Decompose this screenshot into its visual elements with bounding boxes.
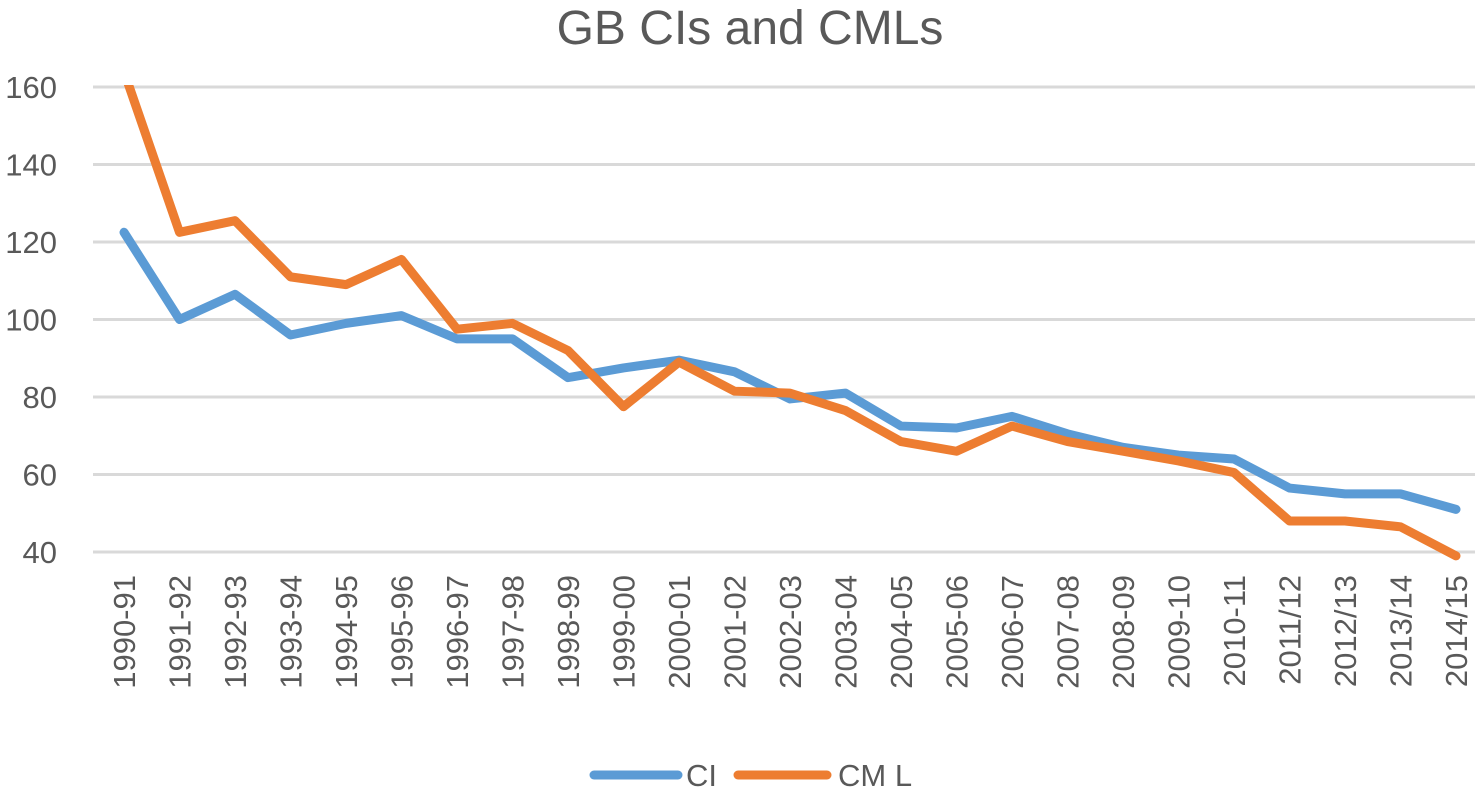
x-tick-label: 2009-10 [1162, 575, 1197, 689]
x-tick-label: 1994-95 [329, 575, 364, 689]
x-tick-label: 2007-08 [1051, 575, 1086, 689]
series-lines [119, 85, 1461, 561]
x-tick-label: 2001-02 [718, 575, 753, 689]
series-line-ci [119, 227, 1461, 514]
chart-title: GB CIs and CMLs [557, 2, 944, 55]
x-tick-label: 1992-93 [218, 575, 253, 689]
x-tick-label: 1996-97 [440, 575, 475, 689]
x-tick-label: 1998-99 [551, 575, 586, 689]
x-tick-label: 2014/15 [1439, 575, 1474, 687]
x-tick-label: 2006-07 [995, 575, 1030, 689]
x-tick-label: 1990-91 [107, 575, 142, 689]
y-tick-label: 80 [23, 380, 57, 415]
x-tick-label: 1999-00 [607, 575, 642, 689]
x-tick-label: 2003-04 [829, 575, 864, 689]
x-tick-label: 2002-03 [773, 575, 808, 689]
x-tick-label: 2011/12 [1273, 575, 1308, 685]
y-tick-label: 60 [23, 458, 57, 493]
x-tick-label: 1993-94 [274, 575, 309, 689]
x-tick-label: 2005-06 [940, 575, 975, 689]
x-tick-label: 1995-96 [385, 575, 420, 689]
y-tick-label: 100 [5, 303, 57, 338]
legend: CI CM L [589, 758, 912, 789]
x-tick-label: 2004-05 [884, 575, 919, 689]
legend-label-ci: CI [686, 758, 717, 789]
x-tick-label: 2010-11 [1217, 575, 1252, 686]
series-line-cml [123, 85, 1461, 561]
y-tick-label: 40 [23, 535, 57, 570]
x-tick-label: 2008-09 [1106, 575, 1141, 689]
x-tick-label: 1991-92 [163, 575, 198, 689]
y-tick-label: 140 [5, 148, 57, 183]
gridlines [93, 85, 1475, 554]
x-tick-label: 1997-98 [496, 575, 531, 689]
x-tick-label: 2013/14 [1384, 575, 1419, 687]
x-tick-label: 2012/13 [1328, 575, 1363, 687]
x-axis-tick-labels: 1990-91 1991-92 1992-93 1993-94 1994-95 1995-… [107, 575, 1474, 689]
x-tick-label: 2000-01 [662, 575, 697, 689]
y-axis-tick-labels: 40 60 80 100 120 140 160 [5, 70, 57, 570]
y-tick-label: 160 [5, 70, 57, 105]
legend-label-cml: CM L [838, 758, 912, 789]
y-tick-label: 120 [5, 225, 57, 260]
